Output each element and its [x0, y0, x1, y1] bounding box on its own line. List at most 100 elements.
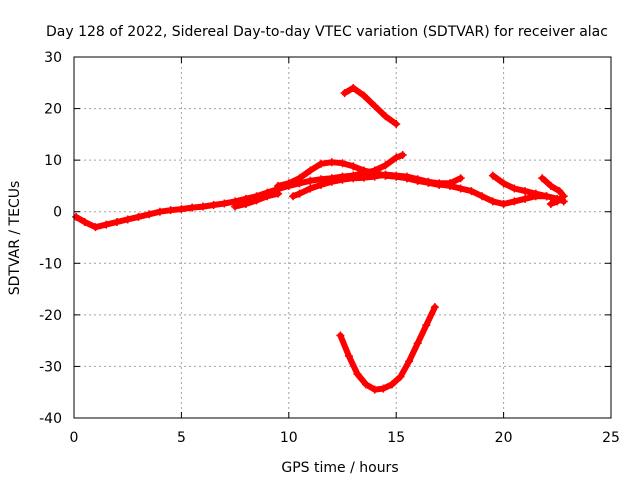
data-point	[359, 91, 368, 100]
series-track	[341, 84, 400, 127]
data-point	[531, 189, 540, 198]
data-point	[177, 205, 186, 214]
data-point	[413, 175, 422, 184]
data-point	[510, 197, 519, 206]
data-point	[488, 197, 497, 206]
series-track	[337, 304, 438, 393]
data-point	[353, 370, 362, 379]
series-lower-arc	[336, 303, 439, 394]
data-point	[435, 179, 444, 188]
data-point	[274, 189, 283, 198]
data-point	[510, 184, 519, 193]
data-point	[349, 174, 358, 183]
x-axis-label: GPS time / hours	[281, 460, 398, 476]
data-series	[72, 83, 568, 394]
y-tick-label: 30	[44, 50, 62, 66]
data-point	[445, 179, 454, 188]
data-point	[392, 171, 401, 180]
data-point	[542, 192, 551, 201]
y-tick-label: -30	[39, 359, 62, 375]
data-point	[155, 207, 164, 216]
data-point	[456, 174, 465, 183]
data-point	[381, 161, 390, 170]
data-point	[134, 212, 143, 221]
y-tick-label: 20	[44, 102, 62, 118]
axis-ticks: 0 5 10 15 20 25 -40 -30 -20 -10 0 10 20 30	[39, 50, 620, 446]
data-point	[145, 210, 154, 219]
data-point	[220, 199, 229, 208]
data-point	[284, 179, 293, 188]
data-point	[317, 159, 326, 168]
grid	[74, 57, 611, 418]
series-end-cluster	[538, 174, 568, 208]
data-point	[370, 101, 379, 110]
data-point	[274, 181, 283, 190]
data-point	[80, 218, 89, 227]
plot-frame	[73, 56, 612, 419]
data-point	[381, 112, 390, 121]
data-point	[559, 192, 568, 201]
data-point	[306, 176, 315, 185]
data-point	[546, 181, 555, 190]
data-point	[338, 159, 347, 168]
data-point	[241, 199, 250, 208]
data-point	[338, 175, 347, 184]
data-point	[538, 174, 547, 183]
series-upper-arc	[340, 83, 401, 129]
data-point	[306, 166, 315, 175]
series-wide-band	[231, 189, 283, 211]
data-point	[396, 372, 405, 381]
data-point	[392, 120, 401, 129]
data-point	[188, 203, 197, 212]
data-point	[349, 162, 358, 171]
data-point	[521, 187, 530, 196]
data-point	[295, 189, 304, 198]
data-point	[198, 202, 207, 211]
data-point	[370, 172, 379, 181]
data-point	[317, 180, 326, 189]
data-point	[231, 202, 240, 211]
data-point	[553, 197, 562, 206]
x-tick-label: 10	[280, 430, 298, 446]
data-point	[209, 201, 218, 210]
x-tick-label: 15	[387, 430, 405, 446]
data-point	[344, 352, 353, 361]
data-point	[422, 321, 431, 330]
x-tick-label: 5	[177, 430, 186, 446]
data-point	[263, 192, 272, 201]
data-point	[91, 223, 100, 232]
chart-title: Day 128 of 2022, Sidereal Day-to-day VTE…	[46, 24, 608, 40]
data-point	[327, 177, 336, 186]
data-point	[340, 89, 349, 98]
data-point	[402, 172, 411, 181]
y-tick-label: 0	[53, 205, 62, 221]
x-tick-label: 20	[495, 430, 513, 446]
y-tick-label: 10	[44, 153, 62, 169]
data-point	[521, 194, 530, 203]
data-point	[398, 150, 407, 159]
data-point	[387, 380, 396, 389]
data-point	[102, 220, 111, 229]
data-point	[72, 212, 81, 221]
data-point	[381, 170, 390, 179]
data-point	[488, 171, 497, 180]
data-point	[499, 179, 508, 188]
y-tick-label: -40	[39, 411, 62, 427]
data-point	[252, 196, 261, 205]
data-point	[123, 215, 132, 224]
data-point	[295, 174, 304, 183]
x-tick-label: 0	[70, 430, 79, 446]
data-point	[370, 385, 379, 394]
y-tick-label: -20	[39, 308, 62, 324]
x-tick-label: 25	[602, 430, 620, 446]
data-point	[306, 184, 315, 193]
y-axis-label: SDTVAR / TECUs	[7, 181, 23, 296]
data-point	[166, 206, 175, 215]
series-track	[290, 171, 453, 200]
y-tick-label: -10	[39, 256, 62, 272]
data-point	[430, 303, 439, 312]
data-point	[555, 187, 564, 196]
data-point	[424, 177, 433, 186]
